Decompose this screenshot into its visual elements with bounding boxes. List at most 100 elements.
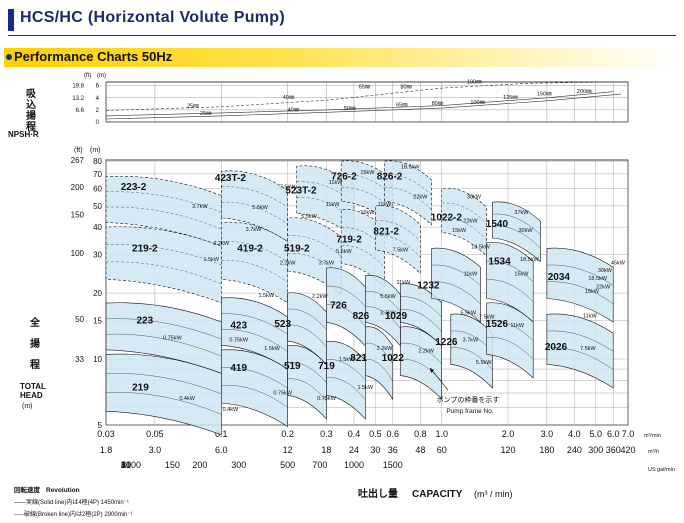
impeller-curve	[326, 304, 366, 327]
npsh-pipe-label: 80㎜	[432, 101, 444, 107]
x-tick-m3h: 60	[437, 445, 447, 455]
motor-label: 30kW	[467, 195, 482, 201]
npsh-curve	[105, 81, 614, 111]
x-tick-m3min: 5.0	[590, 429, 603, 439]
head-unit-ft: (ft)	[74, 147, 83, 154]
impeller-curve	[492, 213, 541, 235]
motor-label: 3.7kW	[380, 310, 396, 316]
region-label-423: 423	[230, 320, 247, 331]
impeller-curve	[441, 202, 487, 224]
motor-label: 11kW	[378, 202, 392, 208]
annotation-arrow	[429, 367, 449, 391]
motor-label: 22kW	[463, 218, 478, 224]
x-tick-usgal: 1500	[383, 460, 403, 470]
impeller-curve	[105, 333, 222, 357]
x-tick-m3min: 0.4	[348, 429, 361, 439]
impeller-curve	[486, 260, 534, 282]
section-title: Performance Charts 50Hz	[14, 49, 173, 64]
impeller-curve	[365, 359, 393, 382]
npsh-tick-ft: 13.2	[72, 96, 84, 102]
impeller-curve	[384, 174, 432, 196]
impeller-curve	[546, 347, 614, 370]
impeller-curve	[431, 281, 481, 304]
x-tick-m3min: 0.3	[320, 429, 333, 439]
x-tick-m3h: 18	[321, 445, 331, 455]
motor-label: 0.4kW	[223, 407, 239, 413]
impeller-curve	[287, 361, 327, 383]
motor-label: 5.5kW	[380, 294, 396, 300]
x-tick-usgal: 700	[312, 460, 327, 470]
npsh-label-en: NPSH·R	[8, 130, 39, 139]
region-label-523T-2: 523T-2	[285, 185, 317, 196]
x-tick-m3min: 0.2	[281, 429, 294, 439]
head-tick-m: 5	[98, 421, 103, 430]
motor-label: 5.5kW	[336, 249, 352, 255]
region-label-1534: 1534	[488, 257, 511, 268]
motor-label: 30kW	[598, 268, 613, 274]
motor-label: 7.5kW	[580, 346, 596, 352]
pump-region-1540	[492, 201, 541, 263]
npsh-unit-ft: (ft)	[84, 73, 91, 79]
x-unit-m3min: m³/min	[644, 433, 661, 439]
pump-region-2026	[546, 313, 614, 389]
x-tick-usgal: 30	[121, 460, 131, 470]
npsh-pipe-label: 150㎜	[537, 92, 552, 98]
motor-label: 5.5kW	[460, 310, 476, 316]
region-label-726: 726	[330, 301, 347, 312]
impeller-curve	[400, 342, 442, 364]
motor-label: 11kW	[397, 280, 411, 286]
x-tick-usgal: 150	[165, 460, 180, 470]
impeller-curve	[375, 220, 421, 242]
chart-labels: 219 223 219-2 223-2 419 423 419-2 423T-2 519 523 5…	[121, 165, 626, 415]
pump-regions	[105, 160, 614, 436]
motor-label: 7.5kW	[479, 315, 495, 321]
motor-label: 18.5kW	[520, 257, 539, 263]
impeller-curve	[105, 373, 222, 394]
impeller-curve	[341, 245, 385, 268]
motor-label: 22kW	[413, 195, 428, 201]
impeller-curve	[375, 234, 421, 258]
head-tick-m: 80	[93, 157, 102, 166]
motor-label: 3.7kW	[246, 227, 262, 233]
npsh-pipe-label: 100㎜	[470, 100, 485, 106]
x-tick-m3h: 300	[588, 445, 603, 455]
motor-label: 15kW	[585, 289, 600, 295]
impeller-curve	[221, 384, 288, 408]
x-tick-m3min: 0.5	[369, 429, 382, 439]
bullet-icon	[6, 54, 12, 60]
region-label-223-2: 223-2	[121, 182, 147, 193]
impeller-curve	[450, 347, 493, 370]
region-label-219-2: 219-2	[132, 243, 158, 254]
npsh-tick-ft: 6.6	[76, 108, 85, 114]
region-label-1226: 1226	[435, 337, 458, 348]
motor-label: 22kW	[596, 284, 611, 290]
pump-region-1534	[486, 241, 534, 323]
motor-label: 15kW	[360, 170, 375, 176]
motor-label: 11kW	[464, 272, 478, 278]
npsh-pipe-label: 100㎜	[467, 79, 482, 85]
x-tick-m3h: 180	[539, 445, 554, 455]
x-tick-usgal: 40	[121, 460, 131, 470]
x-tick-m3min: 0.03	[97, 429, 115, 439]
motor-label: 3.7kW	[192, 204, 208, 210]
header-accent-bar	[8, 9, 14, 31]
x-tick-m3h: 120	[501, 445, 516, 455]
section-banner: Performance Charts 50Hz	[4, 48, 680, 67]
head-tick-ft: 200	[71, 183, 85, 192]
impeller-curve	[287, 378, 327, 401]
region-label-223: 223	[136, 316, 153, 327]
region-label-1526: 1526	[486, 319, 509, 330]
x-tick-m3min: 4.0	[568, 429, 581, 439]
head-label-jp-char: 程	[30, 358, 40, 371]
npsh-tick-ft: 19.8	[72, 84, 84, 90]
impeller-curve	[221, 367, 288, 389]
impeller-curve	[341, 227, 385, 249]
npsh-pipe-label: 40㎜	[288, 107, 300, 113]
annotation-jp: ポンプの枠番を示す	[437, 395, 500, 404]
motor-label: 0.75kW	[273, 390, 292, 396]
x-tick-m3h: 12	[283, 445, 293, 455]
impeller-curve	[221, 241, 288, 263]
motor-label: 2.2kW	[280, 261, 296, 267]
npsh-pipe-label: 80㎜	[400, 84, 412, 90]
impeller-curve	[365, 342, 393, 364]
